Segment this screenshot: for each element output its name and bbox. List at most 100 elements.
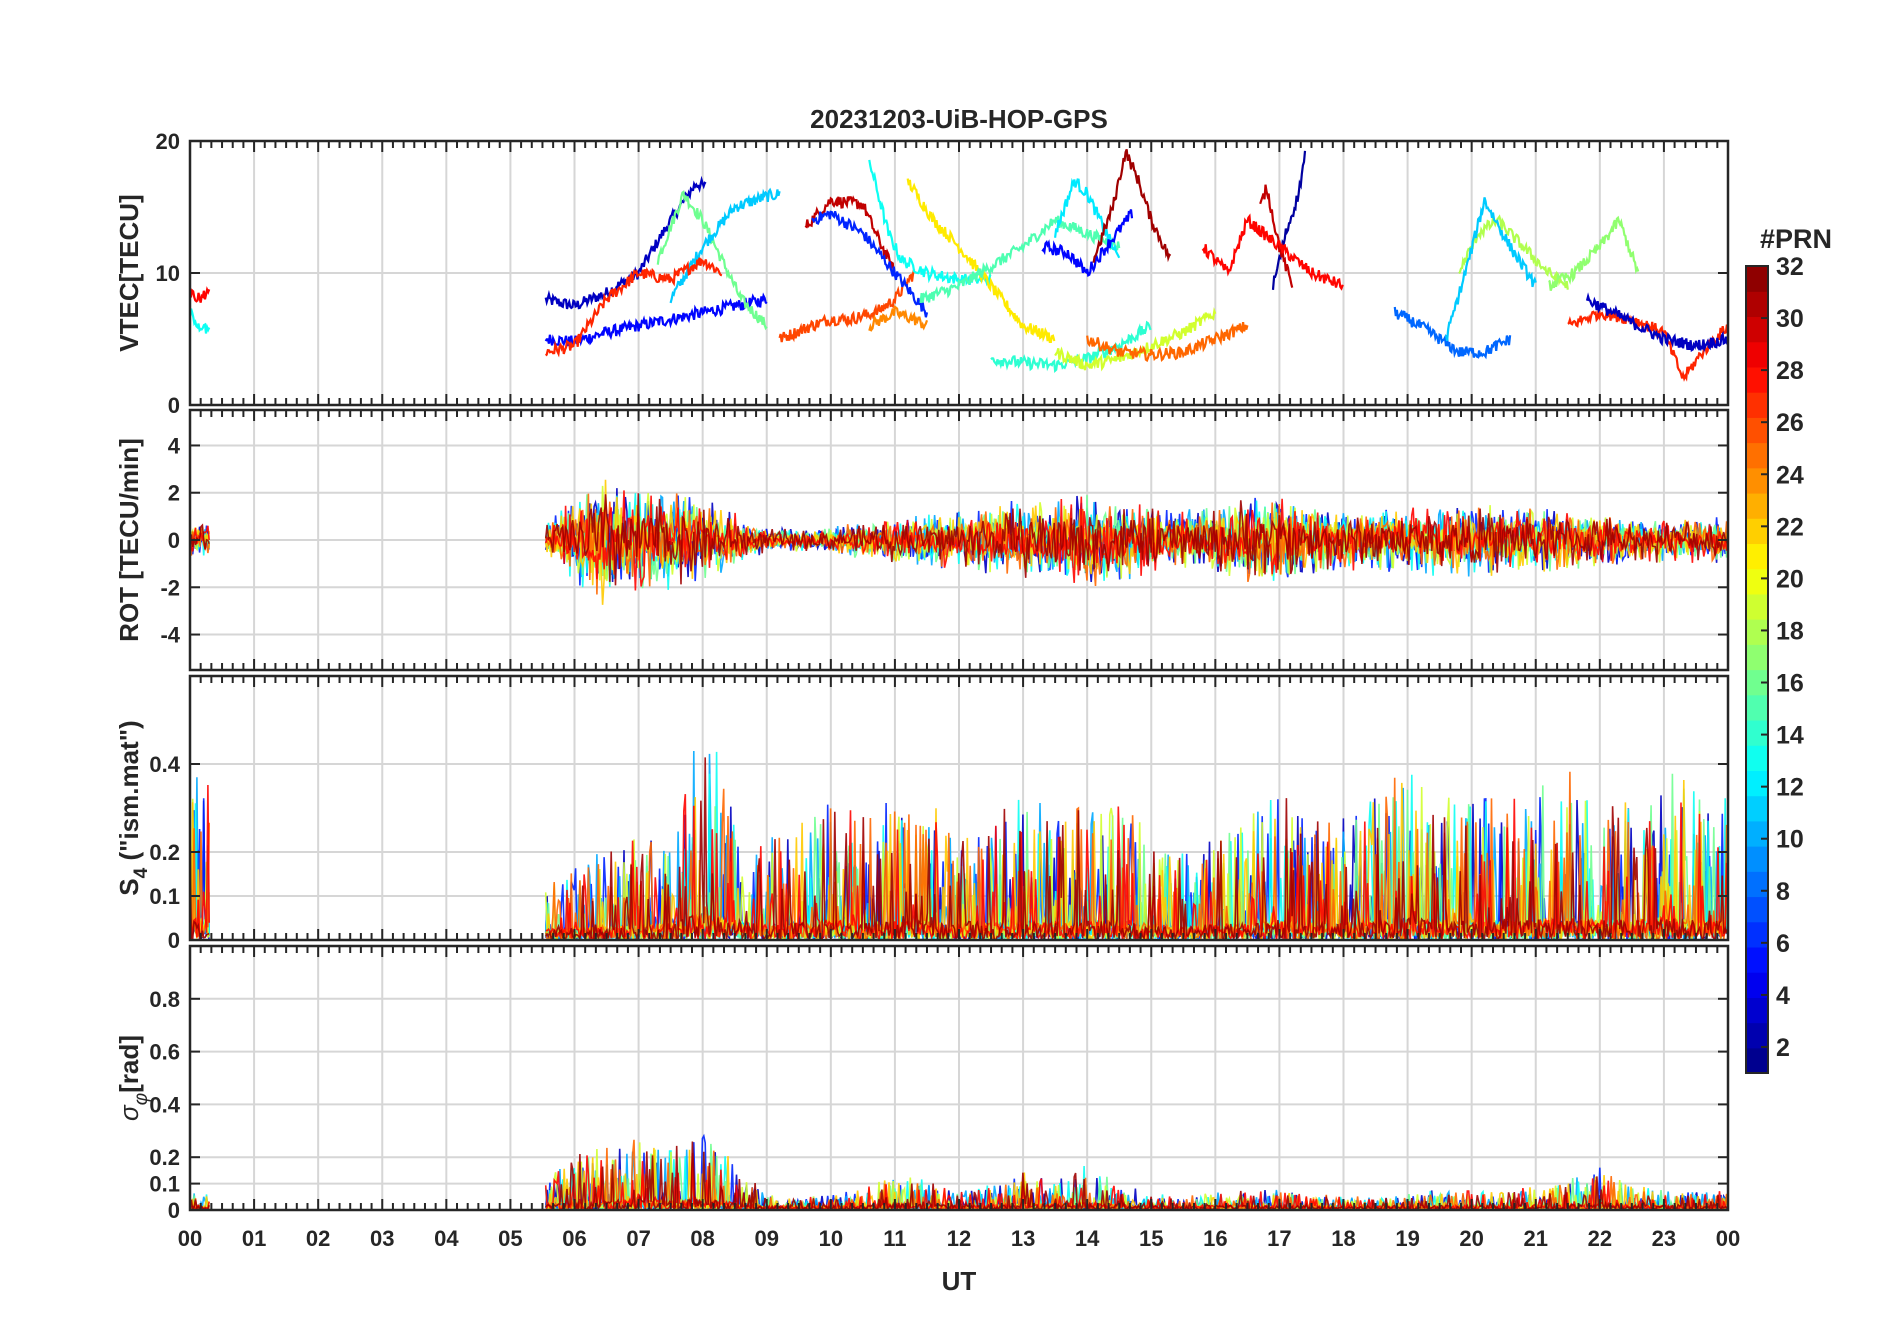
panel-4-x-ticks <box>189 946 1729 1210</box>
vtec-series-prn-16 <box>656 190 768 331</box>
x-axis-label: UT <box>942 1266 977 1296</box>
colorbar-band <box>1746 568 1768 595</box>
colorbar-tick-label: 20 <box>1776 565 1804 593</box>
colorbar-tick-label: 2 <box>1776 1034 1790 1062</box>
colorbar-band <box>1746 997 1768 1024</box>
panel-1-plot <box>190 148 1728 382</box>
y-tick-label: 4 <box>168 433 181 458</box>
panel-3: 00.10.20.4S4 ("ism.mat") <box>114 674 1730 953</box>
x-tick-label: 20 <box>1459 1226 1483 1251</box>
vtec-series-prn-27 <box>544 257 723 358</box>
vtec-series-prn-15 <box>919 215 1121 304</box>
colorbar-band <box>1746 492 1768 519</box>
vtec-series-prn-26 <box>778 269 916 343</box>
vtec-series-prn-11 <box>669 187 781 304</box>
x-tick-label: 22 <box>1588 1226 1612 1251</box>
y-tick-label: 0 <box>168 928 180 953</box>
colorbar-band <box>1746 669 1768 696</box>
panel-2-x-ticks <box>189 410 1729 670</box>
colorbar-band <box>1746 341 1768 368</box>
colorbar-tick-label: 6 <box>1776 930 1790 958</box>
panel-2: -4 -2 0 2 4 ROT [TECU/min] <box>114 408 1730 672</box>
colorbar-band <box>1746 619 1768 645</box>
vtec-series-prn-13 <box>190 308 211 334</box>
panel-1: 0 10 20 VTEC[TECU] <box>114 129 1730 418</box>
y-tick-label: 0.8 <box>149 987 180 1012</box>
x-tick-label: 10 <box>819 1226 843 1251</box>
x-tick-label: 13 <box>1011 1226 1035 1251</box>
vtec-series-prn-31 <box>1092 148 1172 263</box>
colorbar-band <box>1746 921 1768 948</box>
colorbar-band <box>1746 518 1768 545</box>
y-tick-label: 20 <box>156 129 180 154</box>
vtec-series-prn-2 <box>1271 150 1307 290</box>
y-axis-label-base: σ <box>114 1104 144 1121</box>
colorbar-band <box>1746 972 1768 998</box>
y-tick-label: 0.2 <box>149 840 180 865</box>
y-axis-label-panel-1: VTEC[TECU] <box>114 194 144 351</box>
colorbar-band <box>1746 392 1768 418</box>
panel-3-plot <box>190 750 1728 940</box>
colorbar-band <box>1746 694 1768 721</box>
colorbar-band <box>1746 871 1768 898</box>
colorbar-band <box>1746 644 1768 671</box>
y-axis-label-panel-2: ROT [TECU/min] <box>114 438 144 642</box>
panel-4: 00.10.2 0.4 0.6 0.8 σφ[rad] <box>114 944 1730 1223</box>
y-tick-label: 0.1 <box>149 884 180 909</box>
colorbar-tick-label: 26 <box>1776 409 1804 437</box>
colorbar-band <box>1746 946 1768 973</box>
vtec-series-prn-17 <box>1548 215 1640 291</box>
colorbar-band <box>1746 291 1768 318</box>
x-tick-label: 18 <box>1331 1226 1355 1251</box>
x-tick-label: 17 <box>1267 1226 1291 1251</box>
colorbar-tick-label: 22 <box>1776 513 1804 541</box>
x-tick-label: 01 <box>242 1226 266 1251</box>
colorbar-band <box>1746 820 1768 847</box>
panel-3-x-ticks <box>189 676 1729 940</box>
y-tick-label: 2 <box>168 481 180 506</box>
colorbar-band <box>1746 770 1768 797</box>
y-axis-label-rest: ("ism.mat") <box>114 720 144 867</box>
y-tick-label: 0 <box>168 1198 180 1223</box>
vtec-series-prn-5 <box>544 292 768 347</box>
colorbar-band <box>1746 795 1768 822</box>
x-tick-label: 09 <box>755 1226 779 1251</box>
y-tick-label: 0.1 <box>149 1172 180 1197</box>
colorbar-band <box>1746 543 1768 570</box>
colorbar-tick-label: 12 <box>1776 774 1804 802</box>
x-tick-label: 23 <box>1652 1226 1676 1251</box>
y-tick-label: -2 <box>160 575 180 600</box>
vtec-series-prn-3 <box>1585 292 1728 353</box>
y-tick-label: 10 <box>156 261 180 286</box>
vtec-series-prn-27 <box>1567 307 1728 382</box>
vtec-series-prn-30 <box>1259 184 1294 288</box>
vtec-series-prn-11 <box>1444 197 1537 342</box>
vtec-series-prn-25 <box>1086 321 1249 363</box>
y-axis-label-panel-3: S4 ("ism.mat") <box>114 720 152 895</box>
colorbar-tick-label: 16 <box>1776 670 1804 698</box>
y-tick-label: 0.2 <box>149 1145 180 1170</box>
x-tick-label: 04 <box>434 1226 459 1251</box>
x-tick-label: 06 <box>562 1226 586 1251</box>
y-axis-label-base: S <box>114 878 144 895</box>
colorbar-band <box>1746 467 1768 494</box>
vtec-series-prn-6 <box>811 210 929 318</box>
colorbar-band <box>1746 846 1768 872</box>
y-tick-label: -4 <box>160 623 180 648</box>
colorbar-band <box>1746 1022 1768 1049</box>
x-tick-label: 12 <box>947 1226 971 1251</box>
vtec-series-prn-28 <box>190 286 211 303</box>
colorbar-tick-label: 14 <box>1776 722 1804 750</box>
x-tick-label: 00 <box>178 1226 202 1251</box>
y-axis-label-panel-4: σφ[rad] <box>114 1035 152 1121</box>
colorbar-tick-label: 30 <box>1776 305 1804 333</box>
colorbar-band <box>1746 593 1768 620</box>
colorbar-label: #PRN <box>1760 224 1832 254</box>
panel-1-grid <box>190 140 1728 406</box>
chart-title: 20231203-UiB-HOP-GPS <box>810 104 1108 134</box>
y-axis-label-rest: [rad] <box>114 1035 144 1093</box>
y-tick-label: 0.6 <box>149 1040 180 1065</box>
colorbar-tick-label: 28 <box>1776 357 1804 385</box>
x-tick-label: 03 <box>370 1226 394 1251</box>
